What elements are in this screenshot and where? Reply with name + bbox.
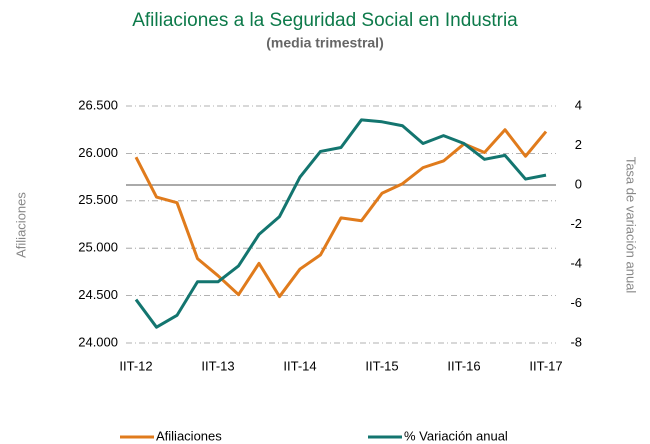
legend-label: % Variación anual xyxy=(404,428,508,443)
x-tick-label: IIT-14 xyxy=(283,358,316,373)
y-tick-label: 24.000 xyxy=(78,334,118,349)
y2-tick-label: 2 xyxy=(575,137,582,152)
chart-subtitle: (media trimestral) xyxy=(266,35,383,51)
y2-tick-label: -2 xyxy=(570,216,582,231)
y-axis-label: Afiliaciones xyxy=(13,192,28,258)
y-tick-label: 25.000 xyxy=(78,240,118,255)
y2-tick-label: -4 xyxy=(570,255,582,270)
y2-tick-label: -6 xyxy=(570,295,582,310)
y2-tick-label: 4 xyxy=(575,97,582,112)
series-line xyxy=(134,128,548,299)
x-tick-label: IIT-15 xyxy=(365,358,398,373)
y-tick-label: 25.500 xyxy=(78,192,118,207)
y2-tick-label: 0 xyxy=(575,176,582,191)
x-tick-label: IIT-13 xyxy=(201,358,234,373)
x-tick-label: IIT-16 xyxy=(447,358,480,373)
x-tick-label: IIT-12 xyxy=(119,358,152,373)
series-line xyxy=(134,118,547,329)
y-tick-label: 26.500 xyxy=(78,97,118,112)
y-tick-label: 26.000 xyxy=(78,145,118,160)
chart-title: Afiliaciones a la Seguridad Social en In… xyxy=(132,10,518,31)
y-tick-label: 24.500 xyxy=(78,287,118,302)
x-tick-label: IIT-17 xyxy=(529,358,562,373)
legend-label: Afiliaciones xyxy=(156,428,222,443)
y2-axis-label: Tasa de variación anual xyxy=(624,157,639,294)
y2-tick-label: -8 xyxy=(570,334,582,349)
